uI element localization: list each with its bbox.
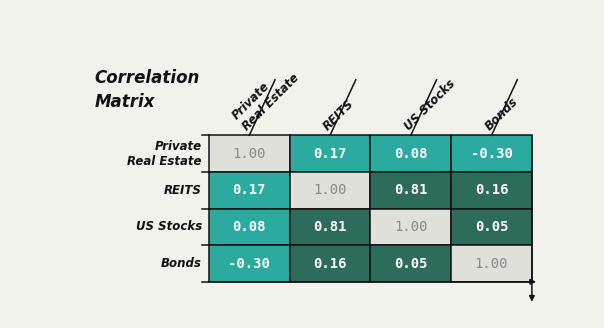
Text: 0.17: 0.17: [313, 147, 347, 161]
Text: -0.30: -0.30: [471, 147, 512, 161]
Bar: [290, 245, 370, 282]
Bar: [209, 172, 290, 209]
Bar: [209, 209, 290, 245]
Text: -0.30: -0.30: [228, 256, 270, 271]
Bar: [290, 135, 370, 172]
Text: 1.00: 1.00: [233, 147, 266, 161]
Text: US Stocks: US Stocks: [136, 220, 202, 234]
Text: US Stocks: US Stocks: [402, 77, 458, 133]
Bar: [209, 245, 290, 282]
Text: Bonds: Bonds: [483, 95, 521, 133]
Text: 0.81: 0.81: [313, 220, 347, 234]
Text: REITS: REITS: [321, 97, 357, 133]
Text: Private
Real Estate: Private Real Estate: [230, 60, 302, 133]
Text: Bonds: Bonds: [161, 257, 202, 270]
Text: 1.00: 1.00: [313, 183, 347, 197]
Text: 0.17: 0.17: [233, 183, 266, 197]
Bar: [451, 172, 532, 209]
Text: 0.81: 0.81: [394, 183, 428, 197]
Text: 0.05: 0.05: [394, 256, 428, 271]
Bar: [451, 209, 532, 245]
Text: 0.08: 0.08: [233, 220, 266, 234]
Text: 1.00: 1.00: [475, 256, 509, 271]
Text: 0.08: 0.08: [394, 147, 428, 161]
Bar: [290, 172, 370, 209]
Bar: [451, 135, 532, 172]
Text: 0.16: 0.16: [475, 183, 509, 197]
Text: 0.05: 0.05: [475, 220, 509, 234]
Bar: [370, 245, 451, 282]
Text: REITS: REITS: [164, 184, 202, 197]
Bar: [370, 209, 451, 245]
Text: Private
Real Estate: Private Real Estate: [127, 140, 202, 168]
Bar: [370, 172, 451, 209]
Bar: [290, 209, 370, 245]
Text: 1.00: 1.00: [394, 220, 428, 234]
Text: Correlation
Matrix: Correlation Matrix: [94, 69, 199, 111]
Bar: [209, 135, 290, 172]
Bar: [451, 245, 532, 282]
Bar: [370, 135, 451, 172]
Text: 0.16: 0.16: [313, 256, 347, 271]
